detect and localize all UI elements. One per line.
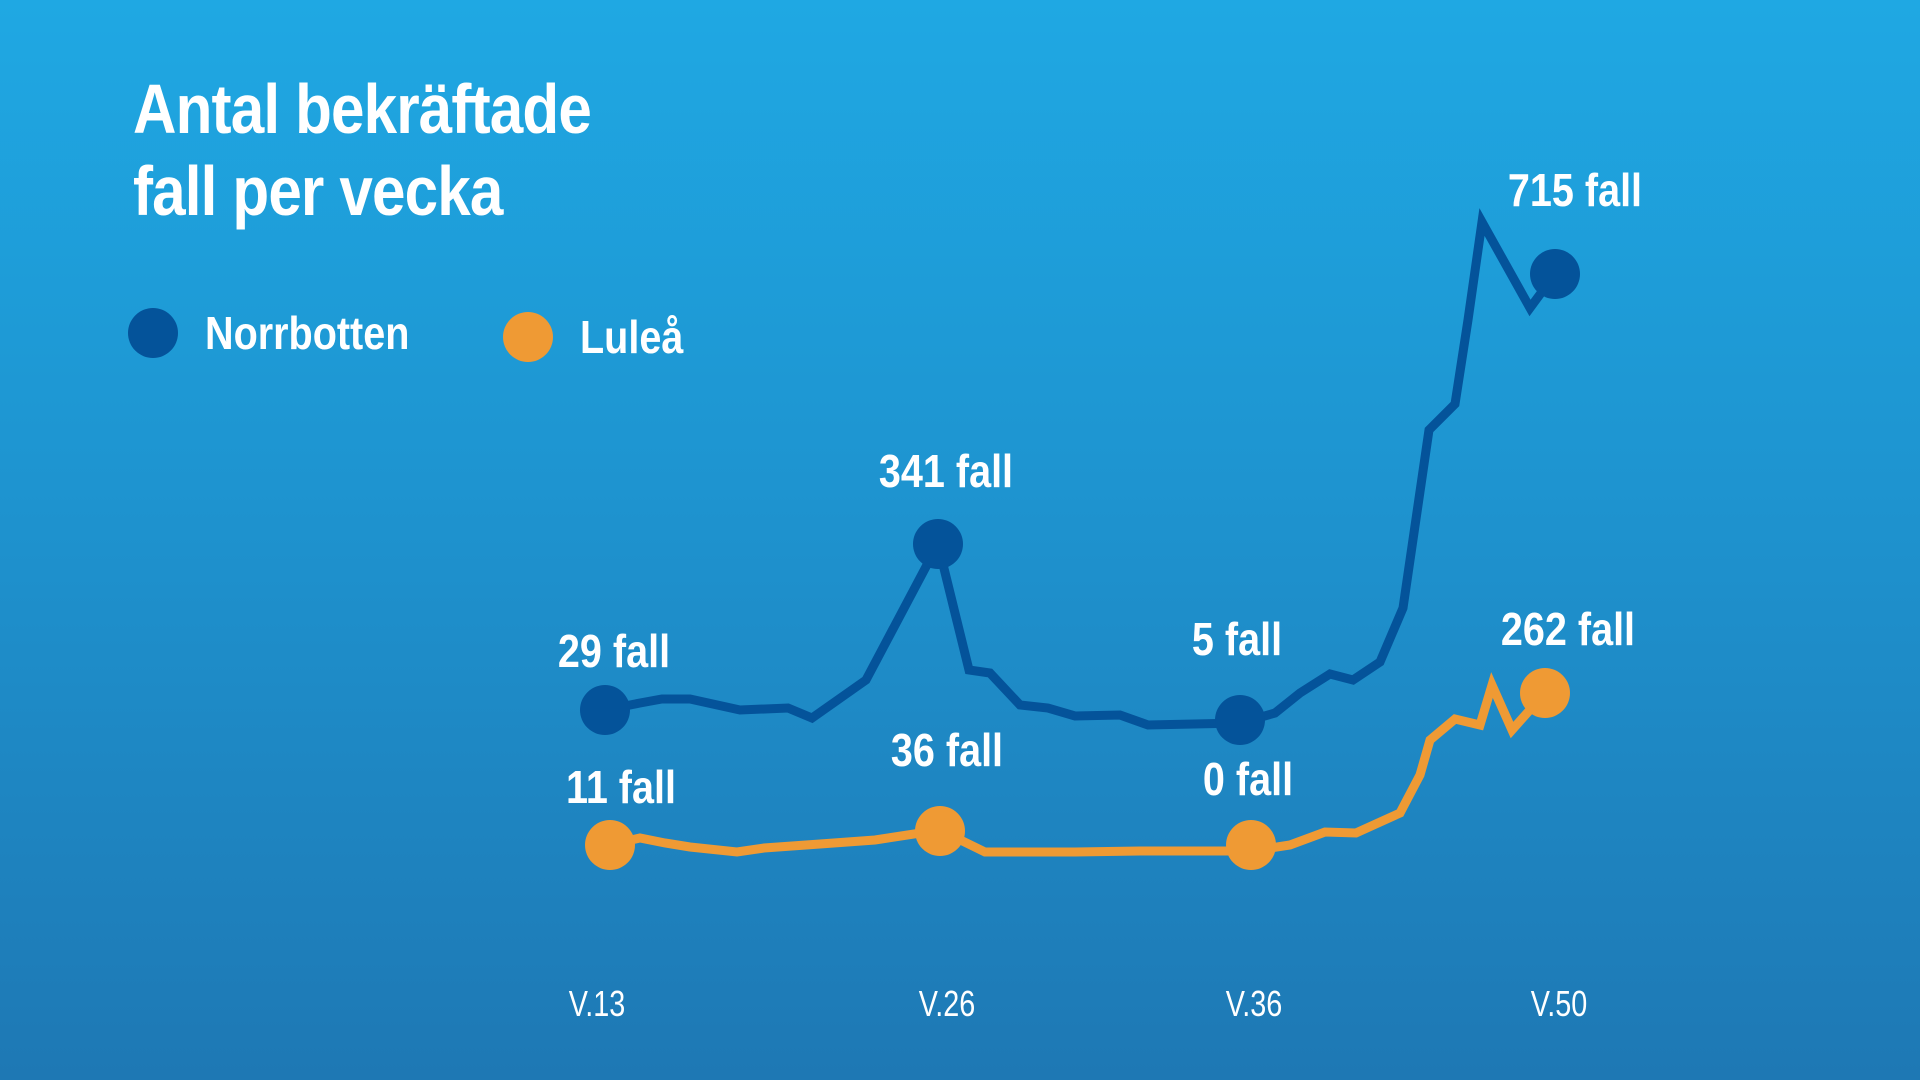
- data-point-marker: [913, 519, 963, 569]
- legend-item-lulea: Luleå: [503, 310, 700, 364]
- value-label-norrbotten-v13: 29 fall: [558, 626, 670, 677]
- legend-label: Luleå: [580, 311, 684, 363]
- value-label-lulea-v50: 262 fall: [1501, 604, 1635, 655]
- series-line-lulea: [608, 672, 1549, 857]
- value-label-norrbotten-v36: 5 fall: [1192, 614, 1282, 665]
- x-tick-label: V.50: [1531, 983, 1588, 1024]
- data-point-marker: [580, 685, 630, 735]
- value-label-norrbotten-v50: 715 fall: [1508, 165, 1642, 216]
- chart-title: Antal bekräftade fall per vecka: [133, 68, 592, 232]
- data-point-marker: [915, 806, 965, 856]
- chart-title-line-2: fall per vecka: [133, 152, 503, 230]
- x-tick-label: V.26: [919, 983, 976, 1024]
- data-point-marker: [1226, 820, 1276, 870]
- data-point-marker: [1520, 668, 1570, 718]
- x-tick-label: V.36: [1226, 983, 1283, 1024]
- value-label-lulea-v13: 11 fall: [566, 762, 676, 813]
- x-tick-label: V.13: [569, 983, 626, 1024]
- chart-title-line-1: Antal bekräftade: [133, 70, 592, 148]
- value-label-norrbotten-v26: 341 fall: [879, 446, 1013, 497]
- legend-item-norrbotten: Norrbotten: [128, 306, 443, 360]
- data-point-marker: [585, 820, 635, 870]
- circle-marker-icon: [503, 312, 553, 362]
- legend-label: Norrbotten: [205, 307, 410, 359]
- value-label-lulea-v26: 36 fall: [891, 725, 1003, 776]
- series-line-norrbotten: [604, 208, 1559, 730]
- data-point-marker: [1215, 695, 1265, 745]
- data-point-marker: [1530, 249, 1580, 299]
- circle-marker-icon: [128, 308, 178, 358]
- value-label-lulea-v36: 0 fall: [1203, 754, 1293, 805]
